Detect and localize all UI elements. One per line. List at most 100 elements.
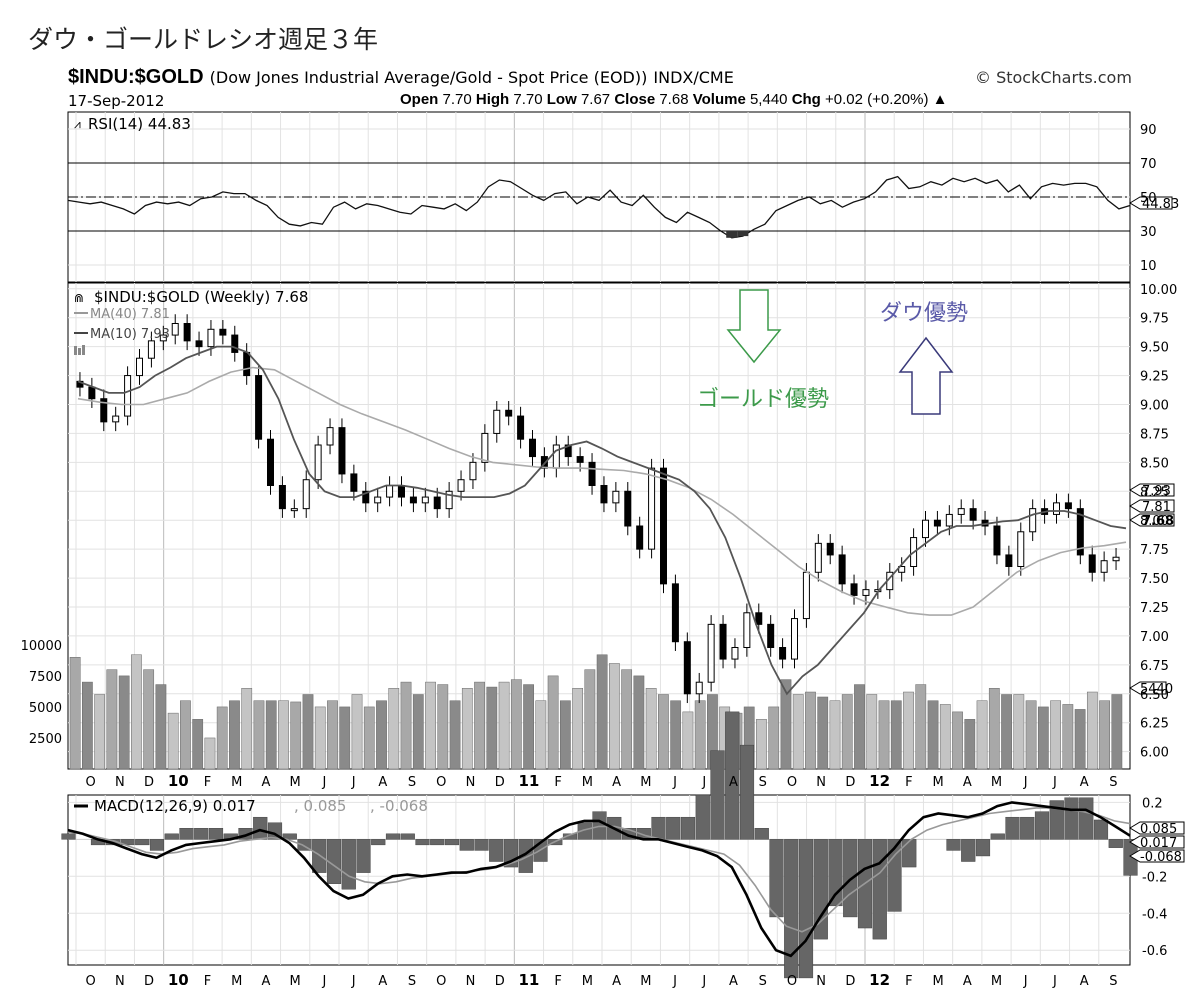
volume-bar: [976, 700, 988, 770]
candle-body: [1112, 556, 1120, 562]
volume-bar: [94, 694, 106, 770]
x-tick-label: 12: [869, 772, 890, 790]
price-tick-label: 7.75: [1140, 543, 1169, 558]
candle-body: [207, 328, 215, 348]
macd-hist-bar: [680, 816, 696, 840]
candle-body: [826, 542, 834, 556]
volume-bar: [241, 688, 253, 770]
candle-body: [933, 519, 941, 527]
candle-body: [445, 490, 453, 510]
volume-bar: [658, 694, 669, 770]
macd-legend: MACD(12,26,9) 0.017: [94, 797, 256, 815]
candle-body: [457, 479, 465, 492]
candle-body: [433, 496, 441, 510]
x-tick-label: A: [963, 974, 972, 989]
volume-bar: [609, 663, 620, 770]
ma10-legend: MA(10) 7.93: [90, 327, 170, 342]
macd-hist-bar: [164, 833, 179, 840]
price-tick-label: 7.00: [1140, 630, 1169, 645]
x-tick-label: J: [351, 775, 356, 790]
macd-hist-bar: [975, 839, 991, 857]
candle-body: [636, 525, 644, 550]
macd-hist-bar: [695, 794, 710, 840]
grid: [68, 112, 1130, 965]
macd-line: [67, 801, 1131, 958]
macd-hist-bar: [430, 839, 445, 846]
macd-tick-label: -0.4: [1142, 907, 1167, 922]
macd-hist-bar: [149, 839, 165, 851]
candle-body: [648, 467, 656, 550]
x-tick-label: N: [816, 775, 826, 790]
x-tick-label: 10: [168, 971, 189, 989]
x-tick-label: N: [115, 974, 125, 989]
macd-hist-bar: [754, 828, 769, 840]
candle-body: [100, 398, 108, 423]
macd-hist-bar: [415, 839, 430, 846]
candle-body: [719, 623, 727, 660]
candle-body: [552, 444, 560, 469]
candle-body: [767, 623, 775, 648]
macd-hist-bar: [356, 839, 371, 873]
x-tick-label: A: [612, 974, 621, 989]
x-tick-label: J: [701, 775, 706, 790]
candle-body: [731, 647, 739, 660]
candle-body: [600, 485, 608, 504]
volume-bar: [988, 688, 1000, 770]
candle-body: [171, 323, 179, 336]
candle-body: [624, 490, 632, 527]
candle-body: [838, 554, 846, 585]
volume-bar: [400, 681, 412, 770]
x-tick-label: M: [582, 775, 593, 790]
candle-body: [922, 519, 929, 539]
macd-hist-bar: [253, 816, 268, 840]
close-label: Close: [614, 91, 656, 108]
candle-body: [493, 409, 501, 434]
dow-annotation: ダウ優勢: [880, 301, 968, 326]
volume-bar: [461, 688, 473, 770]
x-tick-label: O: [787, 775, 797, 790]
candle-body: [338, 427, 346, 475]
volume-bar: [621, 669, 633, 770]
candle-body: [386, 485, 394, 498]
candle-body: [255, 375, 263, 440]
macd-hist-bar: [371, 839, 386, 846]
x-tick-label: A: [612, 775, 621, 790]
volume-bar: [805, 691, 816, 770]
macd-hist-bar: [489, 839, 504, 862]
x-tick-label: J: [672, 974, 677, 989]
macd-hist-bar: [1034, 811, 1050, 840]
candle-body: [779, 647, 787, 660]
price-tick-label: 8.25: [1140, 485, 1169, 500]
volume-bar: [425, 681, 436, 770]
macd-hist-bar: [385, 833, 401, 840]
candle-body: [576, 456, 584, 463]
macd-tick-label: -0.6: [1142, 944, 1167, 959]
volume-bar: [670, 700, 682, 770]
ma40-legend: MA(40) 7.81: [90, 307, 170, 322]
volume-bar: [780, 679, 792, 770]
gold-annotation: ゴールド優勢: [697, 387, 829, 412]
x-tick-label: 12: [869, 971, 890, 989]
high-label: High: [475, 91, 510, 108]
open-value: 7.70: [442, 91, 472, 108]
price-tick-label: 6.50: [1140, 688, 1169, 703]
candle-body: [1053, 502, 1060, 515]
x-tick-label: D: [144, 974, 154, 989]
rsi-tick-label: 30: [1140, 225, 1157, 240]
candle-body: [791, 618, 798, 660]
x-tick-label: J: [1052, 974, 1057, 989]
ma40-line: [77, 366, 1127, 616]
volume-bar: [278, 700, 289, 770]
macd-hist-bar: [592, 811, 607, 840]
macd-hist-bar: [769, 839, 784, 918]
volume-bar: [363, 706, 375, 770]
x-tick-label: O: [436, 775, 446, 790]
x-tick-label: J: [1052, 775, 1057, 790]
x-tick-label: M: [290, 775, 301, 790]
macd-hist-bar: [400, 833, 415, 840]
volume-bar: [866, 694, 878, 770]
macd-hist-legend: , -0.068: [370, 797, 428, 815]
volume-bar: [756, 719, 767, 770]
volume-bar: [486, 686, 498, 770]
